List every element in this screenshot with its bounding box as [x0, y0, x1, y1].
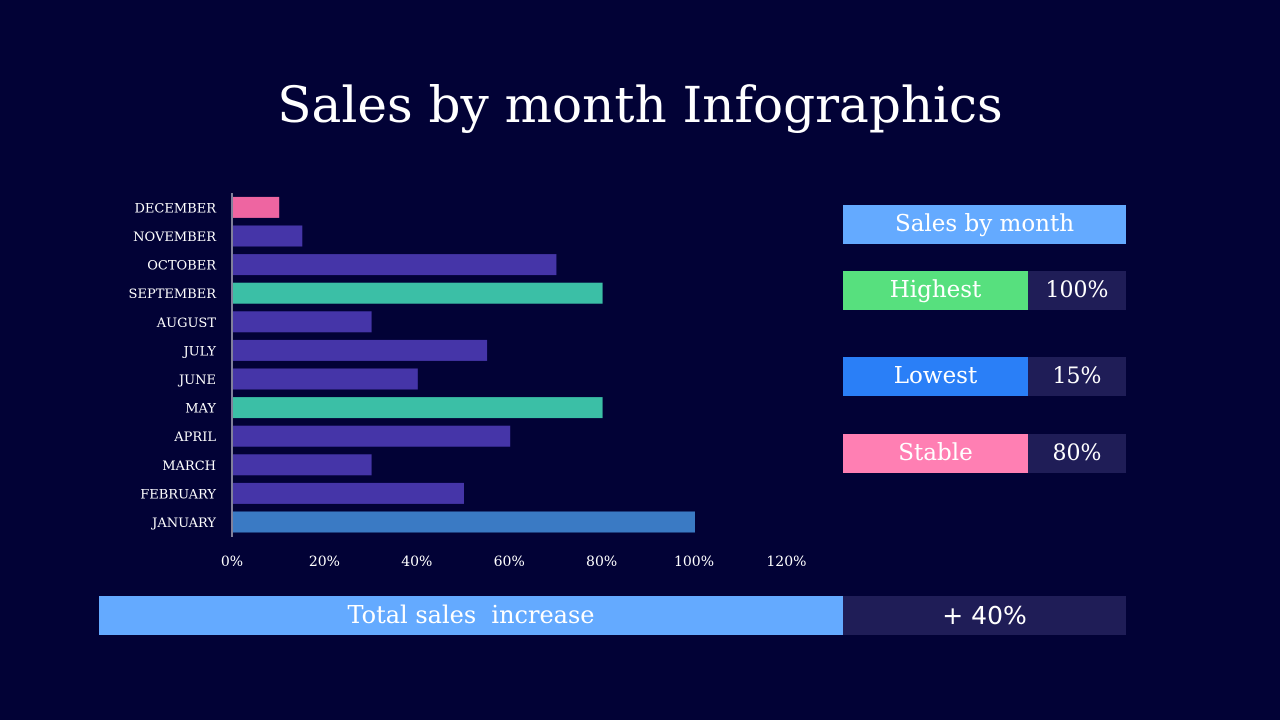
metric-highest-value: 100%: [1028, 271, 1126, 310]
bar-june: [233, 368, 418, 390]
category-label-september: SEPTEMBER: [129, 287, 218, 302]
page-title: Sales by month Infographics: [277, 76, 1003, 134]
x-tick-label: 80%: [586, 554, 617, 570]
metric-highest-label: Highest: [843, 271, 1028, 310]
total-sales-value: + 40%: [843, 596, 1126, 635]
metric-lowest-value: 15%: [1028, 357, 1126, 396]
metric-lowest-label: Lowest: [843, 357, 1028, 396]
category-label-june: JUNE: [177, 373, 216, 388]
total-sales-label: Total sales increase: [99, 596, 843, 635]
panel-title: Sales by month: [843, 205, 1126, 244]
x-tick-label: 120%: [766, 554, 806, 570]
category-label-january: JANUARY: [150, 516, 216, 531]
category-label-april: APRIL: [173, 430, 216, 445]
bar-october: [233, 254, 557, 276]
bar-december: [233, 196, 280, 218]
x-tick-label: 0%: [221, 554, 243, 570]
bar-august: [233, 311, 372, 333]
category-label-may: MAY: [185, 402, 216, 417]
bar-november: [233, 225, 303, 247]
bar-april: [233, 425, 511, 447]
x-tick-label: 60%: [494, 554, 525, 570]
bar-september: [233, 282, 603, 304]
bar-january: [233, 511, 695, 533]
bar-july: [233, 339, 488, 361]
category-label-august: AUGUST: [156, 316, 217, 331]
category-label-february: FEBRUARY: [140, 487, 216, 502]
category-label-march: MARCH: [162, 459, 216, 474]
bar-february: [233, 482, 464, 504]
metric-stable-label: Stable: [843, 434, 1028, 473]
bar-march: [233, 454, 372, 476]
x-tick-label: 40%: [401, 554, 432, 570]
x-tick-label: 100%: [674, 554, 714, 570]
category-label-november: NOVEMBER: [133, 230, 217, 245]
category-label-july: JULY: [181, 344, 216, 359]
x-tick-label: 20%: [309, 554, 340, 570]
metric-stable-value: 80%: [1028, 434, 1126, 473]
bar-may: [233, 397, 603, 419]
category-label-october: OCTOBER: [147, 259, 217, 274]
category-label-december: DECEMBER: [135, 201, 218, 216]
